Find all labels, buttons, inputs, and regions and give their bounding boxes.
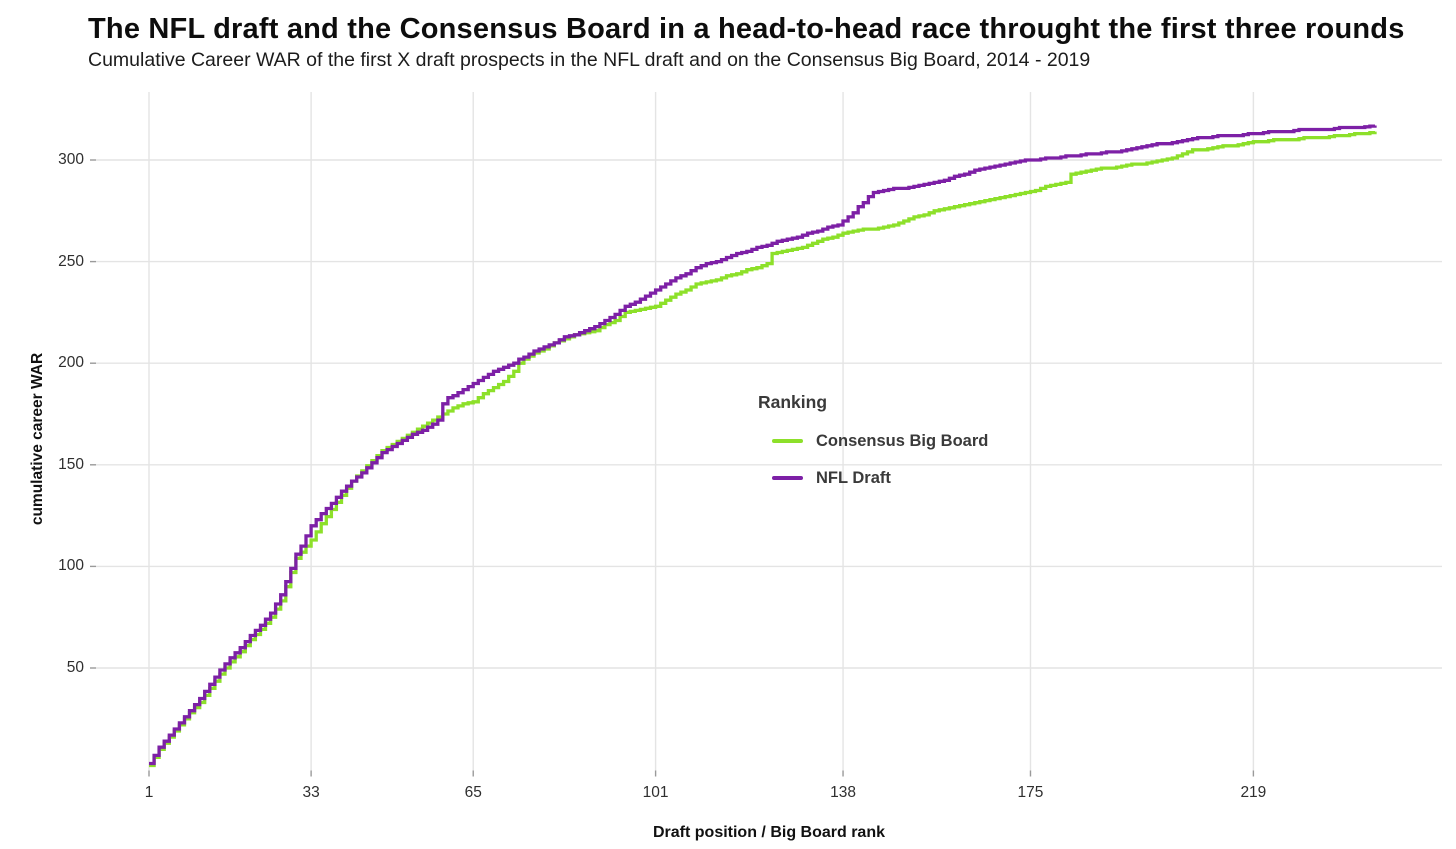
x-axis-title: Draft position / Big Board rank xyxy=(652,824,885,841)
x-tick-label: 219 xyxy=(1240,783,1267,801)
x-tick-label: 1 xyxy=(144,783,154,801)
legend-item-consensus-big-board: Consensus Big Board xyxy=(758,429,988,453)
x-tick-label: 33 xyxy=(302,783,320,801)
series-line-1 xyxy=(149,124,1377,766)
legend-label: Consensus Big Board xyxy=(816,431,989,450)
legend-swatch-green xyxy=(772,438,803,444)
x-tick-label: 138 xyxy=(830,783,856,801)
legend-label: NFL Draft xyxy=(816,468,891,487)
y-axis-title: cumulative career WAR xyxy=(29,352,46,526)
legend-swatch-purple xyxy=(772,475,803,481)
y-tick-label: 150 xyxy=(58,455,84,473)
legend-item-nfl-draft: NFL Draft xyxy=(758,466,988,490)
x-tick-label: 101 xyxy=(642,783,669,801)
y-tick-label: 50 xyxy=(66,659,84,676)
gridlines xyxy=(96,92,1442,771)
chart-title: The NFL draft and the Consensus Board in… xyxy=(88,13,1405,45)
y-tick-label: 100 xyxy=(58,557,84,575)
chart-subtitle: Cumulative Career WAR of the first X dra… xyxy=(88,49,1091,71)
series-lines xyxy=(149,124,1377,768)
axis-tick-marks xyxy=(90,159,1255,777)
y-tick-label: 300 xyxy=(58,151,84,168)
chart-legend: Ranking Consensus Big Board NFL Draft xyxy=(758,392,988,503)
x-tick-label: 175 xyxy=(1017,783,1044,801)
series-line-0 xyxy=(149,130,1377,768)
x-tick-label: 65 xyxy=(464,783,482,801)
y-tick-label: 250 xyxy=(58,252,84,270)
y-tick-label: 200 xyxy=(58,354,84,372)
legend-title: Ranking xyxy=(758,392,828,412)
